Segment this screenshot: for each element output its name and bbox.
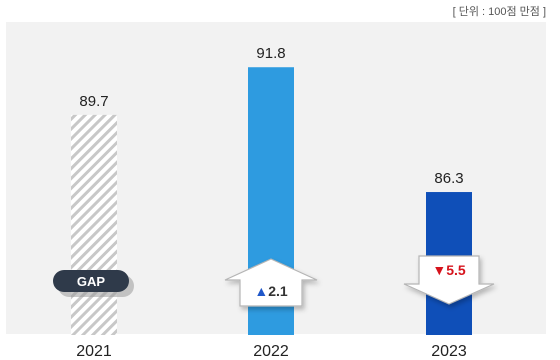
change-arrow-up [224, 258, 318, 307]
data-label-2023: 86.3 [434, 170, 463, 187]
unit-note: [ 단위 : 100점 만점 ] [452, 6, 546, 18]
change-label-2023: ▼5.5 [432, 262, 466, 278]
x-tick-2022: 2022 [253, 343, 289, 360]
change-arrow-down [403, 255, 495, 305]
x-tick-2021: 2021 [76, 343, 112, 360]
x-tick-2023: 2023 [431, 343, 467, 360]
change-label-2022: ▲2.1 [254, 283, 288, 299]
gap-label: GAP [77, 274, 106, 289]
bar-2021 [71, 114, 117, 335]
data-label-2021: 89.7 [79, 93, 108, 110]
data-label-2022: 91.8 [256, 45, 285, 62]
gap-badge: GAP [53, 270, 134, 297]
